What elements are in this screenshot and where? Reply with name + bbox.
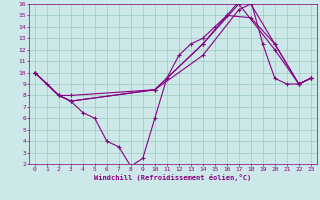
X-axis label: Windchill (Refroidissement éolien,°C): Windchill (Refroidissement éolien,°C) xyxy=(94,174,252,181)
